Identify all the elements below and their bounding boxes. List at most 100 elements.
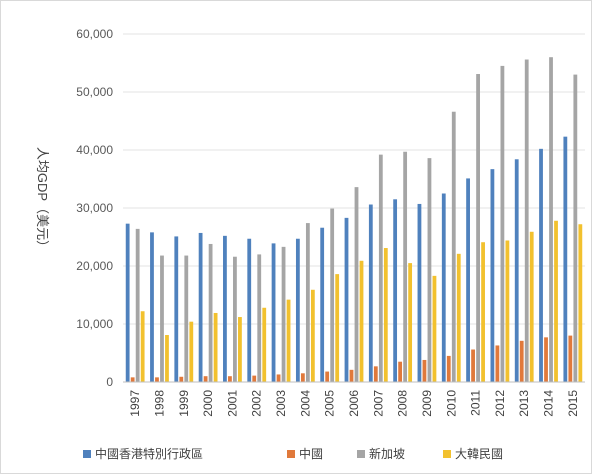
bar (198, 232, 203, 382)
x-tick-label: 2006 (347, 390, 361, 417)
bar (238, 317, 242, 382)
bar (476, 74, 480, 383)
bar (373, 366, 378, 382)
y-tick-label: 50,000 (76, 85, 113, 99)
bar (544, 337, 548, 382)
x-tick-label: 1999 (177, 390, 191, 417)
legend-label: 中國 (299, 446, 323, 461)
bar (359, 260, 364, 382)
bar (330, 208, 335, 382)
bar (466, 178, 470, 382)
x-tick-label: 1997 (128, 390, 142, 417)
bar (135, 228, 140, 382)
bar (432, 275, 437, 382)
bar (383, 248, 388, 382)
bar (155, 377, 159, 382)
bar (125, 223, 130, 382)
bar (179, 376, 184, 382)
bar (228, 376, 232, 382)
bars (125, 57, 583, 383)
bar (233, 256, 237, 382)
bar (257, 254, 262, 382)
bar (495, 345, 500, 382)
bar (165, 335, 169, 382)
bar (549, 57, 553, 382)
x-tick-label: 2003 (274, 390, 288, 417)
y-tick-label: 20,000 (76, 259, 113, 273)
bar (286, 299, 291, 382)
bar (529, 231, 534, 382)
bar (276, 374, 281, 382)
x-tick-label: 1998 (152, 390, 166, 417)
bar (320, 227, 325, 382)
bar (262, 307, 267, 382)
bar (505, 240, 510, 382)
bar (539, 148, 543, 382)
bar (417, 203, 422, 382)
bar (223, 235, 227, 382)
bar (427, 158, 432, 382)
bar (573, 74, 578, 382)
bar (422, 359, 427, 382)
bar (403, 151, 408, 382)
bar (451, 111, 456, 382)
y-tick-label: 0 (106, 375, 113, 389)
legend-swatch (83, 450, 91, 458)
x-tick-label: 2015 (566, 390, 580, 417)
bar (524, 59, 529, 383)
bar (344, 217, 349, 382)
y-tick-label: 40,000 (76, 143, 113, 157)
bar (578, 224, 583, 382)
x-tick-label: 2005 (323, 390, 337, 417)
legend-label: 大韓民國 (455, 447, 503, 461)
bar (368, 204, 373, 382)
bar (568, 335, 573, 382)
bar (554, 220, 558, 382)
bar (310, 289, 315, 382)
y-tick-label: 30,000 (76, 201, 113, 215)
bar (150, 232, 154, 382)
legend-label: 中國香港特別行政區 (95, 446, 203, 461)
bar (481, 242, 485, 382)
bar (456, 253, 461, 382)
y-tick-label: 10,000 (76, 317, 113, 331)
x-tick-label: 2000 (201, 390, 215, 417)
bar (335, 274, 340, 382)
bar (490, 169, 495, 382)
legend-swatch (357, 450, 365, 458)
bar (378, 154, 383, 382)
bar (441, 193, 446, 382)
x-tick-labels: 1997 1998 1999 2000 2001 2002 2003 2004 2005 2006… (128, 390, 580, 417)
x-tick-label: 2011 (469, 390, 483, 416)
bar (189, 321, 194, 382)
y-tick-labels: 0 10,000 20,000 30,000 40,000 50,000 60,000 (76, 27, 113, 389)
x-tick-label: 2014 (542, 390, 556, 417)
bar (471, 349, 475, 382)
bar (140, 311, 145, 382)
bar (300, 373, 305, 382)
x-tick-label: 2008 (396, 390, 410, 417)
bar (408, 263, 413, 382)
bar (203, 376, 208, 382)
bar (213, 312, 218, 382)
bar (325, 371, 330, 382)
bar (305, 223, 310, 382)
bar (252, 375, 257, 382)
bar (247, 238, 252, 382)
bar (295, 238, 300, 382)
bar (184, 255, 189, 382)
x-tick-label: 2010 (444, 390, 458, 417)
bar (349, 369, 354, 382)
legend: 中國香港特別行政區 中國 新加坡 大韓民國 (83, 446, 503, 461)
x-tick-label: 2002 (250, 390, 264, 417)
y-tick-label: 60,000 (76, 27, 113, 41)
bar (514, 159, 519, 382)
bar (208, 243, 213, 382)
bar (398, 361, 403, 382)
x-tick-label: 2009 (420, 390, 434, 417)
x-tick-label: 2013 (517, 390, 531, 417)
bar (271, 243, 276, 382)
bar (354, 187, 359, 382)
